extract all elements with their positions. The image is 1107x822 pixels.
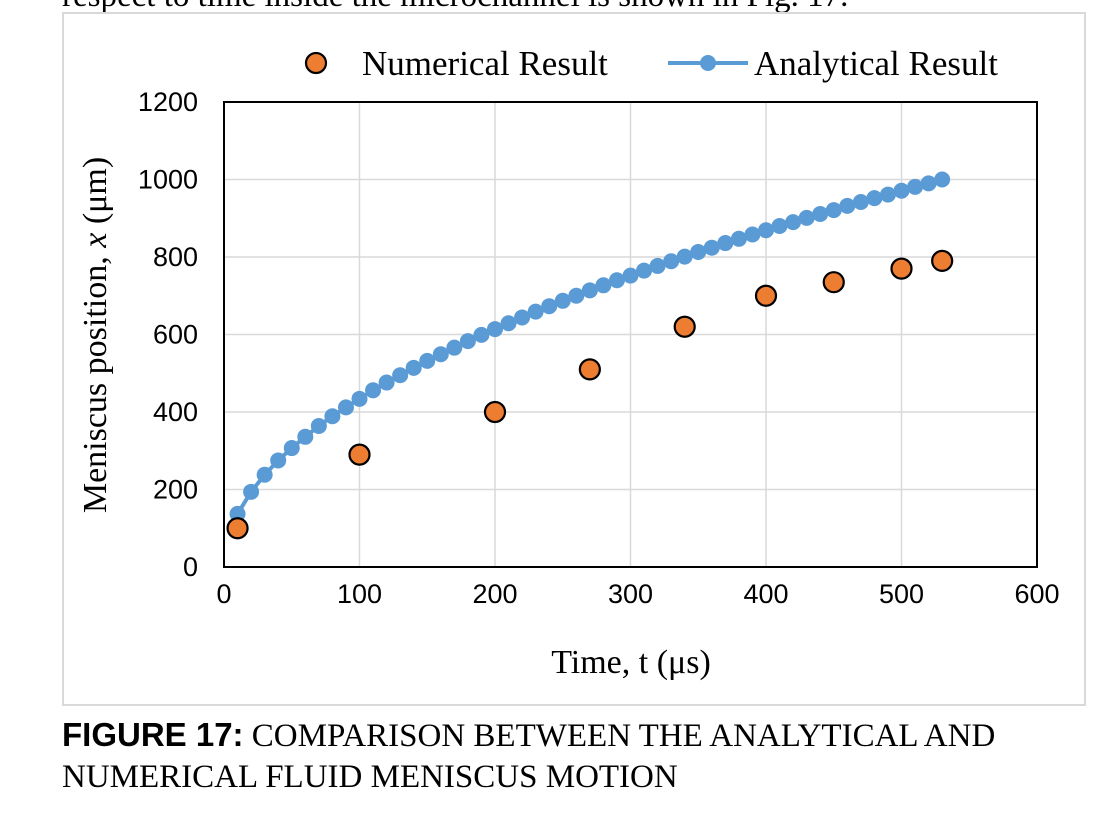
analytical-point — [419, 352, 436, 369]
analytical-point — [730, 230, 747, 247]
analytical-point — [920, 175, 937, 192]
tick-labels: 0 100 200 300 400 500 600 0 200 400 600 800 1000 1200 — [138, 87, 1060, 609]
plot-area-border — [223, 101, 1038, 568]
analytical-point — [676, 248, 693, 265]
analytical-point — [310, 417, 327, 434]
analytical-point — [893, 182, 910, 199]
numerical-point — [931, 249, 954, 272]
analytical-point — [934, 171, 951, 188]
analytical-series — [229, 171, 951, 522]
x-tick-label: 100 — [337, 579, 382, 609]
analytical-point — [514, 309, 531, 326]
analytical-point — [717, 235, 734, 252]
numerical-point — [226, 517, 249, 540]
numerical-point — [483, 400, 507, 424]
y-tick-label: 800 — [153, 242, 198, 272]
figure-caption-label: FIGURE 17: — [62, 716, 244, 753]
analytical-point — [907, 178, 924, 195]
y-tick-label: 1200 — [138, 87, 198, 117]
x-tick-label: 600 — [1014, 579, 1059, 609]
analytical-line — [235, 177, 943, 515]
numerical-point — [578, 358, 601, 381]
analytical-point — [351, 390, 368, 407]
figure-caption-text: COMPARISON BETWEEN THE ANALYTICAL AND NU… — [62, 718, 996, 795]
y-axis-title: Meniscus position, x (μm) — [77, 157, 114, 513]
analytical-point — [487, 321, 503, 338]
numerical-point — [673, 315, 696, 338]
analytical-point — [649, 257, 666, 274]
x-tick-label: 400 — [743, 579, 788, 609]
analytical-point — [825, 202, 842, 219]
analytical-point — [798, 209, 815, 226]
analytical-point — [270, 452, 287, 469]
meniscus-position-chart: 0 100 200 300 400 500 600 0 200 400 600 800 1000 1200… — [77, 44, 1060, 681]
analytical-point — [879, 186, 896, 203]
legend-numerical-marker — [304, 51, 328, 75]
legend: Numerical Result Analytical Result — [304, 44, 998, 83]
analytical-point — [839, 197, 856, 214]
analytical-point — [378, 374, 395, 391]
x-tick-label: 0 — [216, 579, 231, 609]
analytical-point — [554, 292, 571, 309]
y-tick-label: 600 — [153, 320, 198, 350]
analytical-point — [608, 272, 625, 289]
numerical-point — [348, 443, 371, 466]
analytical-point — [568, 287, 585, 304]
analytical-point — [541, 298, 558, 315]
numerical-point — [754, 284, 778, 307]
analytical-point — [785, 214, 802, 231]
y-axis-title-part-2: (μm) — [77, 157, 114, 233]
y-tick-label: 0 — [183, 552, 198, 582]
y-tick-label: 400 — [153, 397, 198, 427]
y-axis-title-part-1: Meniscus position, — [77, 248, 114, 513]
y-tick-label: 200 — [153, 475, 198, 505]
analytical-point — [690, 243, 707, 260]
analytical-point — [337, 399, 354, 416]
analytical-point — [527, 303, 544, 320]
analytical-point — [744, 226, 761, 243]
numerical-point — [822, 271, 845, 294]
grid-lines — [224, 102, 1037, 567]
analytical-point — [581, 282, 598, 299]
legend-analytical-label: Analytical Result — [754, 44, 998, 83]
numerical-series — [226, 249, 954, 540]
legend-numerical-label: Numerical Result — [362, 44, 608, 83]
analytical-point — [432, 346, 449, 363]
legend-analytical-marker — [700, 55, 716, 71]
analytical-point — [852, 193, 869, 210]
analytical-point — [622, 267, 639, 284]
x-tick-label: 200 — [472, 579, 517, 609]
analytical-point — [812, 205, 829, 222]
x-tick-label: 300 — [608, 579, 653, 609]
analytical-point — [256, 466, 273, 483]
figure-caption: FIGURE 17: COMPARISON BETWEEN THE ANALYT… — [62, 714, 1102, 798]
chart-frame: 0 100 200 300 400 500 600 0 200 400 600 800 1000 1200… — [62, 12, 1086, 706]
analytical-point — [771, 218, 788, 234]
page-top-text: respect to time inside the microchannel … — [62, 0, 1102, 15]
analytical-point — [500, 315, 517, 332]
analytical-point — [636, 262, 653, 279]
analytical-point — [595, 277, 612, 294]
analytical-point — [365, 382, 382, 399]
analytical-point — [392, 367, 409, 384]
numerical-point — [890, 257, 913, 280]
analytical-point — [324, 408, 341, 425]
y-tick-label: 1000 — [138, 165, 198, 195]
x-tick-label: 500 — [879, 579, 924, 609]
analytical-point — [297, 428, 314, 445]
analytical-point — [459, 333, 476, 350]
x-axis-title: Time, t (μs) — [551, 644, 711, 681]
analytical-point — [758, 222, 774, 239]
analytical-point — [473, 326, 490, 343]
analytical-point — [703, 239, 720, 256]
analytical-point — [243, 483, 260, 500]
analytical-point — [405, 359, 422, 376]
analytical-point — [446, 339, 463, 356]
y-axis-title-variable: x — [77, 233, 114, 249]
analytical-point — [283, 440, 300, 457]
analytical-point — [866, 190, 883, 207]
analytical-point — [663, 253, 680, 270]
